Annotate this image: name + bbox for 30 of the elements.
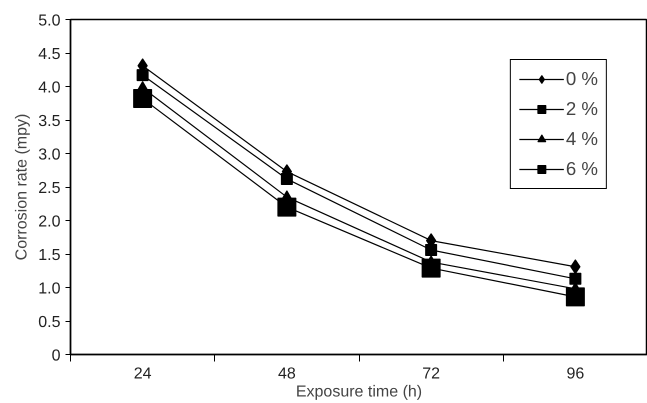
- x-tick-label: 48: [278, 366, 296, 382]
- y-tick-label: 0.5: [38, 314, 61, 331]
- legend-label: 6 %: [566, 158, 598, 180]
- point: [277, 198, 296, 217]
- y-tick-label: 4.0: [38, 80, 61, 96]
- point: [566, 287, 585, 306]
- point: [570, 259, 581, 274]
- point: [133, 89, 152, 108]
- x-tick-label: 72: [422, 366, 440, 382]
- y-tick-label: 4.5: [38, 46, 61, 63]
- y-tick-label: 2.0: [38, 214, 61, 230]
- y-axis-title: Corrosion rate (mpy): [13, 114, 30, 260]
- x-tick-label: 96: [566, 366, 584, 382]
- point: [422, 258, 441, 278]
- point: [425, 244, 438, 256]
- point: [569, 272, 582, 285]
- y-tick-label: 3.0: [38, 146, 61, 164]
- y-tick-label: 3.5: [38, 113, 61, 130]
- point: [136, 69, 149, 82]
- legend-label: 0 %: [566, 68, 598, 90]
- legend-label: 4 %: [566, 128, 598, 150]
- y-tick-label: 1.5: [38, 247, 61, 264]
- y-tick-label: 1.0: [38, 280, 61, 298]
- y-tick-label: 0: [52, 348, 61, 364]
- y-tick-label: 2.5: [38, 180, 61, 197]
- y-tick-label: 5.0: [38, 12, 61, 30]
- point: [280, 172, 293, 185]
- x-tick-label: 24: [134, 366, 152, 382]
- x-axis-title: Exposure time (h): [296, 384, 422, 400]
- legend-label: 2 %: [566, 98, 598, 120]
